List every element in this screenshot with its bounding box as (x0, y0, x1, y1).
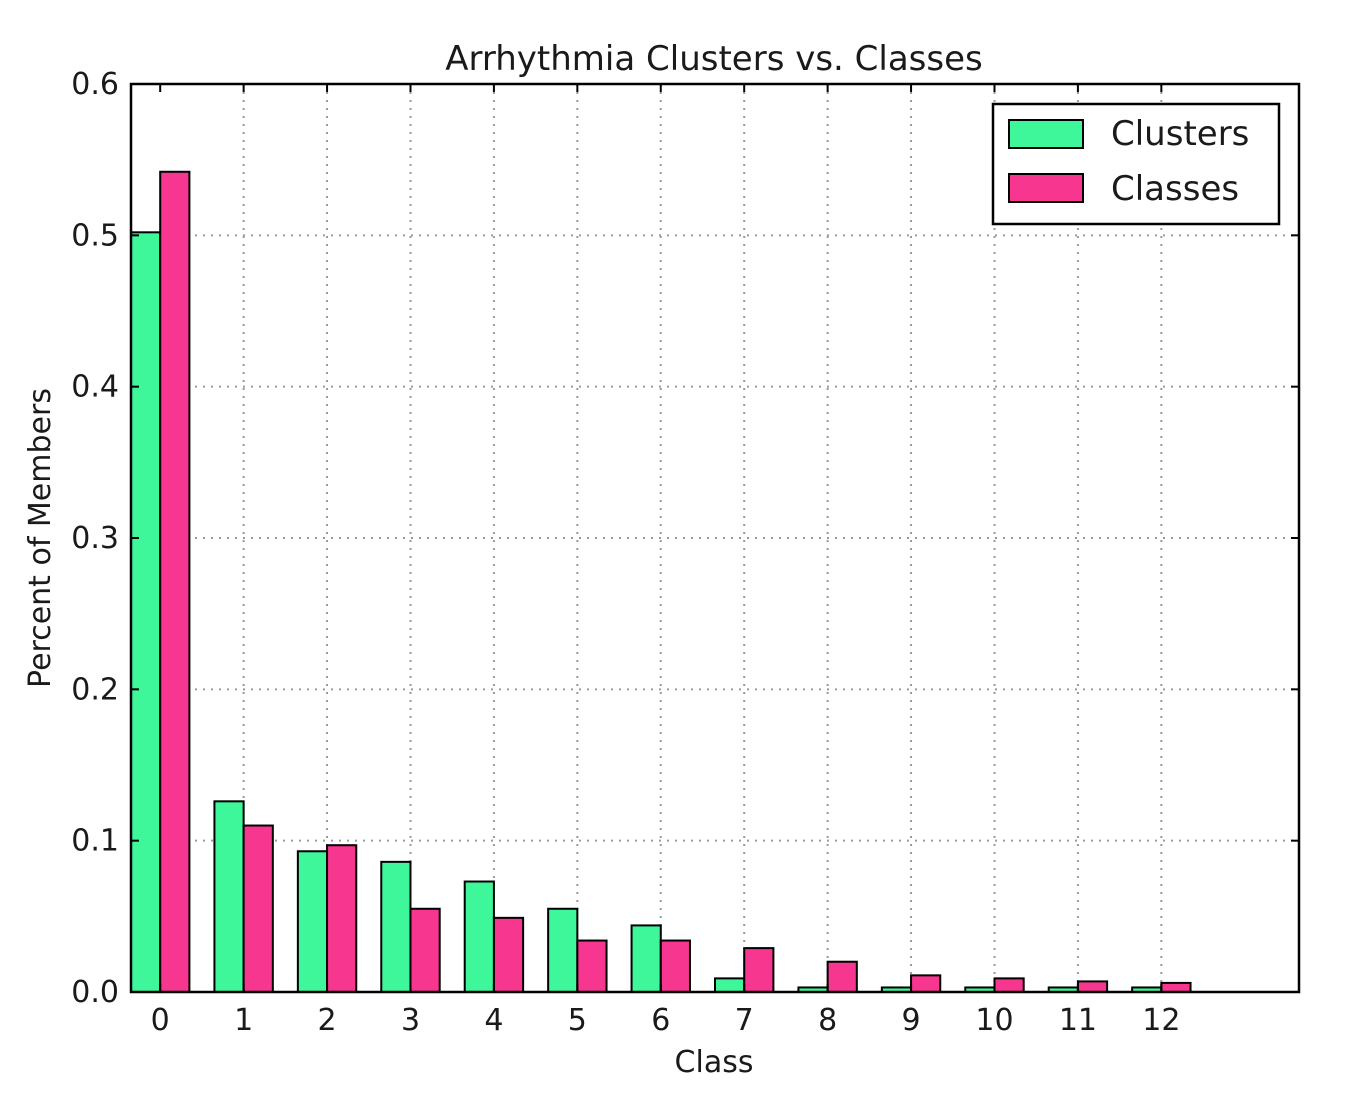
y-tick-label: 0.5 (71, 218, 119, 253)
x-tick-label: 1 (234, 1003, 253, 1038)
y-tick-label: 0.3 (71, 521, 119, 556)
bar-classes-8 (826, 960, 858, 994)
y-axis-label: Percent of Members (23, 388, 58, 688)
legend: Clusters Classes (991, 102, 1281, 226)
x-tick-label: 9 (902, 1003, 921, 1038)
bar-classes-3 (409, 907, 441, 993)
x-tick-label: 11 (1059, 1003, 1097, 1038)
grid-lines (131, 84, 1299, 992)
x-tick-label: 10 (975, 1003, 1013, 1038)
bar-clusters-4 (463, 880, 495, 994)
y-tick-label: 0.2 (71, 672, 119, 707)
bar-classes-12 (1160, 981, 1192, 993)
bar-classes-10 (993, 977, 1025, 994)
bar-clusters-2 (296, 850, 329, 994)
x-tick-label: 12 (1142, 1003, 1180, 1038)
bar-clusters-6 (630, 924, 662, 993)
x-axis-label: Class (675, 1045, 754, 1080)
x-tick-label: 2 (318, 1003, 337, 1038)
y-tick-label: 0.6 (71, 67, 119, 102)
bar-clusters-5 (547, 907, 579, 993)
legend-swatch-clusters (1008, 119, 1084, 149)
x-tick-label: 8 (818, 1003, 837, 1038)
x-axis-tick-labels: 0 1 2 3 4 5 6 7 8 9 10 11 12 (151, 1003, 1181, 1038)
bar-classes-6 (659, 939, 691, 994)
bar-classes-4 (492, 916, 525, 994)
bar-clusters-0 (130, 231, 162, 994)
chart-title: Arrhythmia Clusters vs. Classes (445, 39, 983, 79)
y-tick-label: 0.1 (71, 824, 119, 859)
legend-label-clusters: Clusters (1111, 114, 1249, 154)
bar-clusters-1 (213, 800, 245, 993)
bar-classes-11 (1076, 980, 1109, 994)
x-tick-label: 6 (651, 1003, 670, 1038)
y-tick-label: 0.4 (71, 370, 119, 405)
bar-classes-2 (326, 844, 358, 993)
x-tick-label: 7 (735, 1003, 754, 1038)
x-tick-label: 5 (568, 1003, 587, 1038)
bar-classes-0 (159, 170, 191, 994)
bar-classes-9 (910, 974, 942, 993)
tick-marks (131, 83, 1299, 993)
legend-label-classes: Classes (1111, 169, 1239, 209)
bar-classes-5 (576, 939, 608, 994)
y-tick-label: 0.0 (71, 975, 119, 1010)
bar-clusters-7 (714, 977, 746, 994)
x-tick-label: 0 (151, 1003, 170, 1038)
x-tick-label: 4 (484, 1003, 503, 1038)
bar-classes-1 (242, 824, 274, 993)
bar-classes-7 (743, 947, 775, 994)
bars (130, 170, 1192, 994)
x-tick-label: 3 (401, 1003, 420, 1038)
legend-swatch-classes (1008, 173, 1084, 203)
plot-area (129, 82, 1301, 994)
y-axis-tick-labels: 0.0 0.1 0.2 0.3 0.4 0.5 0.6 (71, 67, 119, 1010)
bar-clusters-3 (380, 860, 412, 993)
